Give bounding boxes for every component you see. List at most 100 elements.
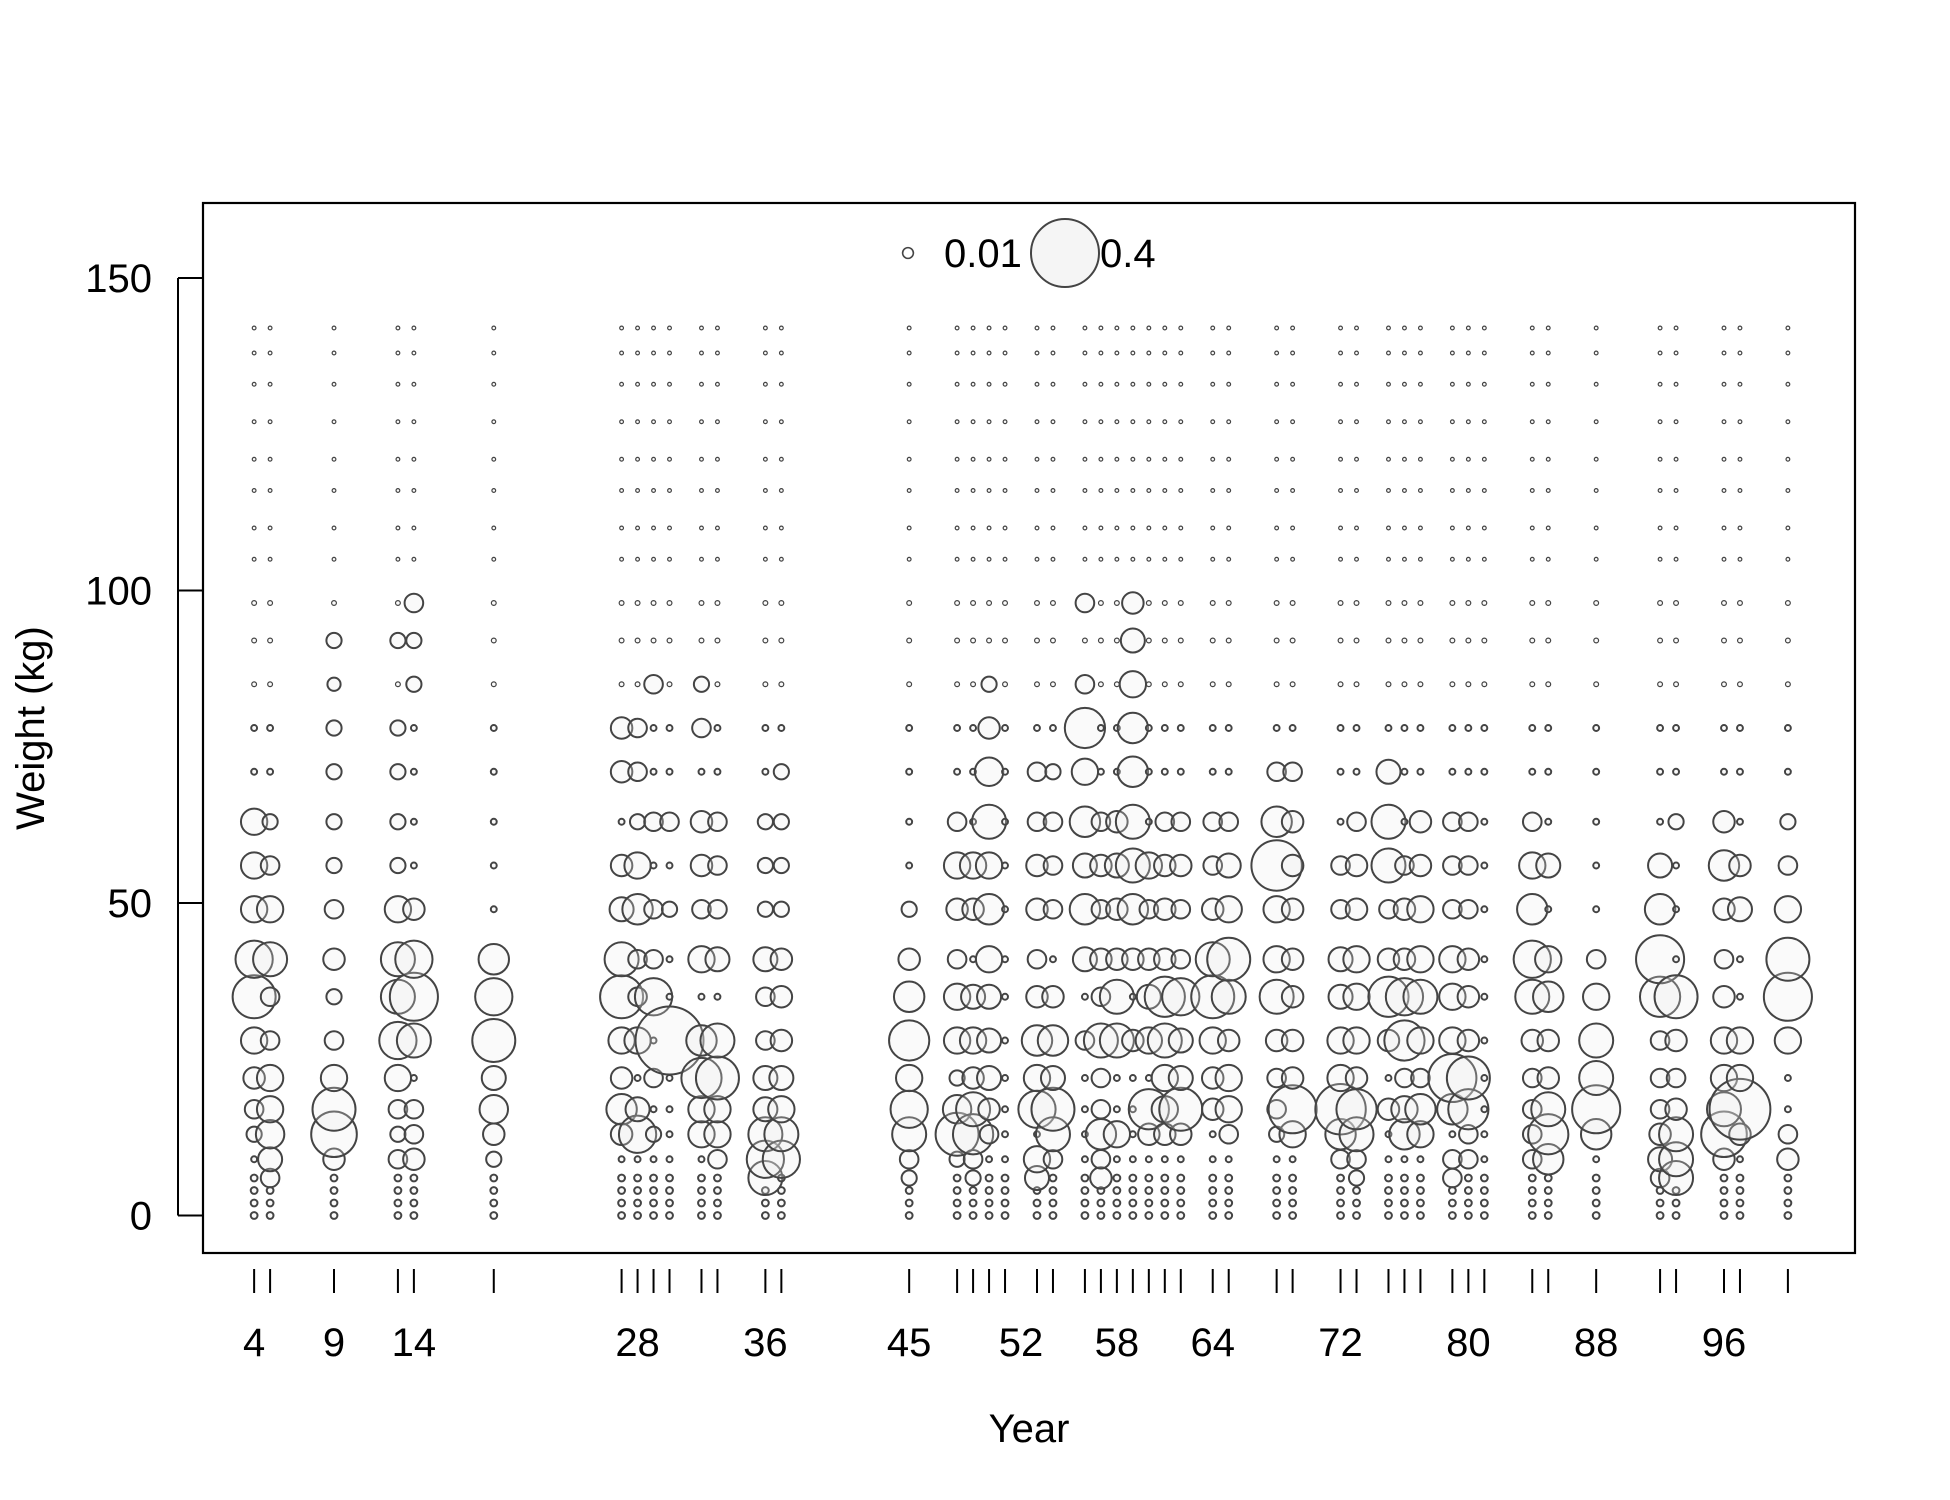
bubble <box>1002 350 1008 356</box>
y-tick-label: 100 <box>85 570 152 614</box>
bubble <box>1721 488 1727 493</box>
bubble <box>1721 456 1727 462</box>
bubble <box>255 1063 285 1093</box>
bubble <box>1128 992 1137 1001</box>
bubble <box>1274 556 1280 562</box>
bubble <box>1202 811 1224 833</box>
bubble <box>1114 847 1151 884</box>
bubble <box>1384 977 1425 1017</box>
bubble <box>1273 637 1280 644</box>
bubble <box>1480 817 1489 826</box>
bubble <box>970 599 977 606</box>
bubble <box>1128 1211 1138 1220</box>
bubble <box>713 1186 722 1195</box>
bubble <box>691 717 712 739</box>
bubble <box>1146 419 1152 425</box>
bubble <box>1657 556 1663 562</box>
bubble <box>617 1114 658 1154</box>
bubble <box>267 637 274 644</box>
bubble <box>1378 898 1399 920</box>
bubble <box>906 556 912 562</box>
bubble <box>1097 681 1104 688</box>
bubble <box>1218 811 1240 833</box>
bubble <box>1128 1155 1137 1164</box>
bubble <box>319 1063 349 1093</box>
bubble <box>1160 767 1169 776</box>
bubble <box>1671 1211 1681 1220</box>
bubble <box>1002 599 1009 606</box>
bubble <box>1593 556 1599 562</box>
bubble <box>1176 1198 1186 1208</box>
bubble <box>267 456 273 462</box>
bubble <box>1090 986 1112 1008</box>
bubble <box>1049 637 1056 644</box>
bubble <box>1536 1028 1560 1053</box>
bubble <box>267 325 273 331</box>
bubble <box>1050 488 1056 493</box>
bubble <box>1417 456 1423 462</box>
bubble <box>1545 637 1552 644</box>
bubble <box>609 1066 634 1090</box>
bubble <box>1001 1130 1009 1139</box>
bubble <box>383 1063 413 1093</box>
bubble <box>1386 556 1391 562</box>
bubble <box>659 811 680 833</box>
bubble <box>1176 767 1185 776</box>
bubble <box>1214 1063 1243 1093</box>
bubble <box>609 853 634 878</box>
bubble <box>1002 456 1008 462</box>
bubble <box>1280 897 1305 921</box>
bubble <box>1416 767 1425 776</box>
bubble <box>970 681 977 688</box>
bubble <box>635 381 641 387</box>
bubble <box>1068 805 1102 838</box>
bubble <box>395 381 401 387</box>
bubble <box>411 488 417 493</box>
bubble <box>954 637 961 644</box>
bubble <box>1170 898 1192 920</box>
bubble <box>1001 1155 1009 1164</box>
bubble <box>609 716 634 740</box>
bubble <box>1785 488 1791 493</box>
bubble <box>1145 599 1152 606</box>
bubble <box>1337 681 1344 688</box>
bubble <box>388 971 439 1022</box>
bubble <box>1338 381 1344 387</box>
bubble <box>1144 1186 1154 1195</box>
bubble <box>1658 1141 1695 1178</box>
bubble <box>394 599 401 606</box>
bubble <box>906 350 912 356</box>
bubble <box>651 488 657 493</box>
bubble <box>1114 525 1120 531</box>
bubble <box>1545 350 1551 356</box>
bubble <box>714 350 720 356</box>
bubble <box>1001 955 1009 964</box>
bubble <box>1050 350 1056 356</box>
legend-small-bubble <box>901 246 915 260</box>
bubble <box>379 941 416 978</box>
bubble <box>651 325 657 331</box>
bubble <box>1146 456 1152 462</box>
bubble <box>323 1030 345 1051</box>
bubble <box>267 599 274 606</box>
bubble <box>1001 905 1009 914</box>
bubble <box>1208 1198 1218 1208</box>
bubble <box>1737 456 1743 462</box>
bubble <box>1114 325 1120 331</box>
bubble <box>694 1055 740 1101</box>
bubble <box>1721 381 1727 387</box>
bubble <box>1161 977 1201 1017</box>
bubble <box>649 1036 658 1045</box>
bubble <box>634 681 641 688</box>
bubble <box>699 325 704 331</box>
bubble <box>760 1211 770 1220</box>
bubble <box>411 456 417 462</box>
bubble <box>1447 1198 1457 1208</box>
bubble <box>1080 1105 1089 1114</box>
bubble <box>409 767 418 776</box>
bubble <box>1070 757 1100 786</box>
bubble <box>954 419 960 425</box>
bubble <box>1465 325 1471 331</box>
bubble <box>1649 1167 1671 1189</box>
bubble <box>619 456 625 462</box>
